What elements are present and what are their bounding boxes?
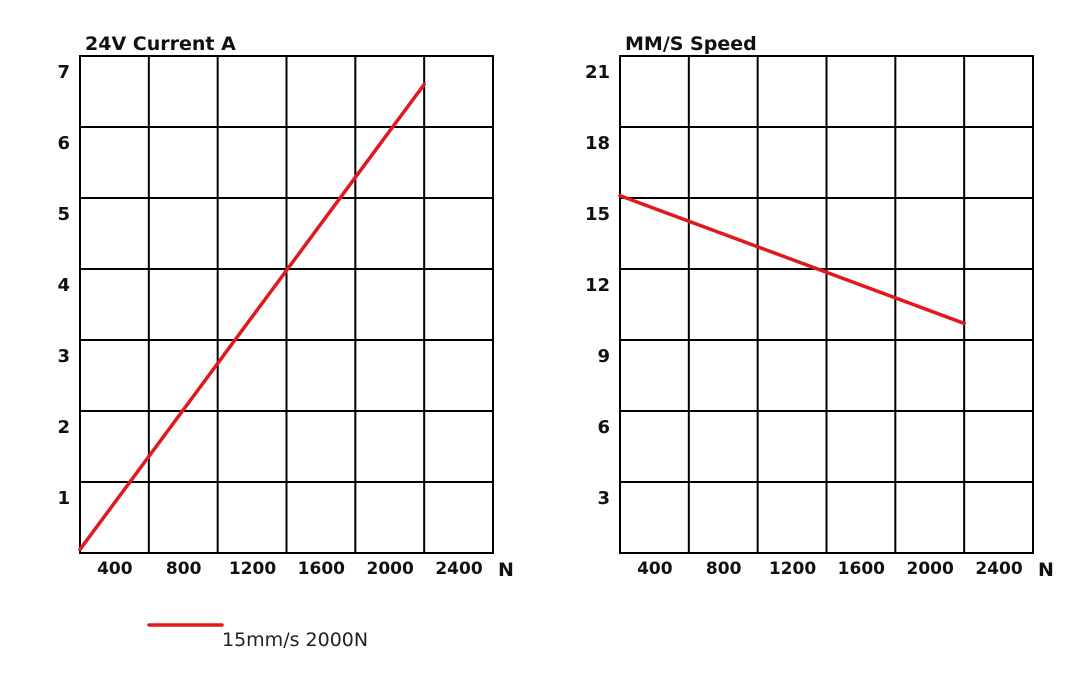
speed-ytick-label: 18 — [585, 133, 610, 154]
current-ytick-label: 7 — [57, 62, 70, 83]
current-plot-frame — [79, 55, 494, 554]
speed-xtick-label: 2000 — [907, 559, 954, 579]
legend: 15mm/s 2000N — [147, 623, 368, 651]
current-xtick-label: 1200 — [229, 559, 276, 579]
current-xtick-label: 2000 — [367, 559, 414, 579]
speed-plot-frame — [619, 55, 1034, 554]
speed-ytick-label: 6 — [597, 417, 610, 438]
current-xtick-label: 2400 — [435, 559, 482, 579]
speed-xtick-label: 1200 — [769, 559, 816, 579]
current-xtick-label: 800 — [166, 559, 202, 579]
legend-label: 15mm/s 2000N — [222, 629, 368, 651]
current-xaxis-label: N — [498, 559, 514, 581]
current-ytick-label: 3 — [57, 346, 70, 367]
speed-ytick-label: 21 — [585, 62, 610, 83]
speed-ytick-label: 12 — [585, 275, 610, 296]
current-chart: 24V Current A 1 2 3 4 5 6 7 400 800 1200 1600 2000 24… — [57, 33, 513, 581]
speed-ytick-label: 3 — [597, 488, 610, 509]
current-series-line — [78, 82, 426, 552]
current-ytick-label: 6 — [57, 133, 70, 154]
current-ytick-label: 1 — [57, 488, 70, 509]
speed-xtick-label: 1600 — [838, 559, 885, 579]
current-xtick-label: 400 — [97, 559, 133, 579]
current-ytick-label: 5 — [57, 204, 70, 225]
speed-xtick-label: 2400 — [975, 559, 1022, 579]
current-chart-title: 24V Current A — [85, 33, 236, 55]
speed-ytick-label: 15 — [585, 204, 610, 225]
speed-chart-title: MM/S Speed — [625, 33, 757, 55]
current-ytick-label: 4 — [57, 275, 70, 296]
current-ytick-label: 2 — [57, 417, 70, 438]
speed-xtick-label: 400 — [637, 559, 673, 579]
speed-xtick-label: 800 — [706, 559, 742, 579]
speed-series-line — [618, 193, 966, 326]
speed-ytick-label: 9 — [597, 346, 610, 367]
current-xtick-label: 1600 — [298, 559, 345, 579]
speed-xaxis-label: N — [1038, 559, 1054, 581]
speed-chart: MM/S Speed 3 6 9 12 15 18 21 400 800 1200 1600 2000 2… — [585, 33, 1054, 581]
